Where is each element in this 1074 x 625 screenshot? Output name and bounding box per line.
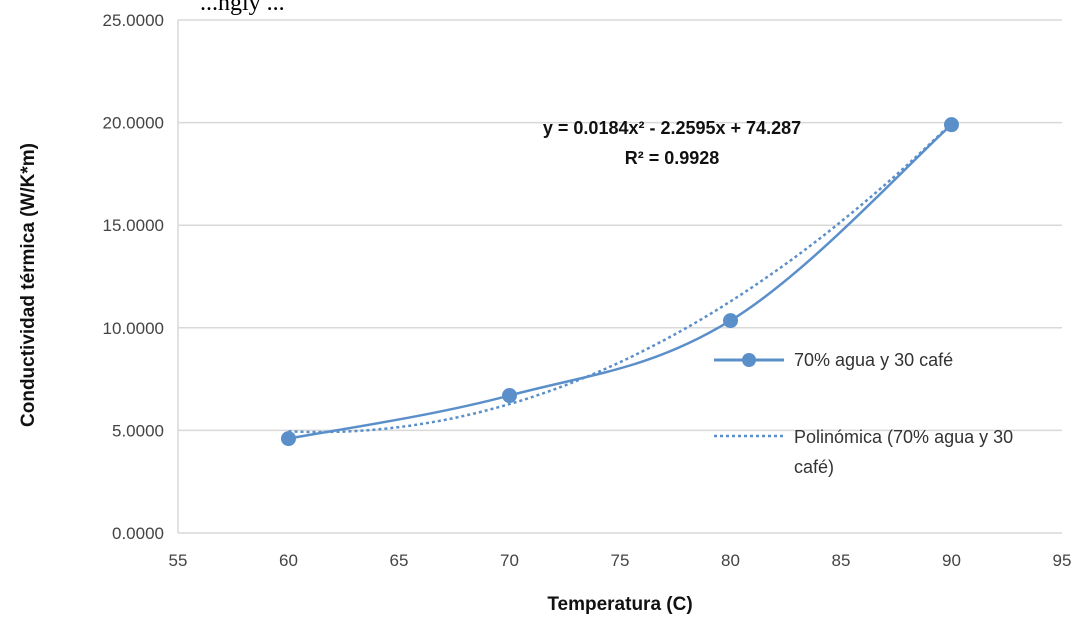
- x-tick-label: 90: [942, 551, 961, 570]
- trendline-r2: R² = 0.9928: [625, 148, 720, 168]
- y-tick-label: 25.0000: [103, 11, 164, 30]
- y-axis-title: Conductividad térmica (W/K*m): [18, 143, 39, 427]
- y-tick-label: 20.0000: [103, 114, 164, 133]
- legend-trendline-label-line1: Polinómica (70% agua y 30: [794, 427, 1013, 447]
- x-tick-label: 70: [500, 551, 519, 570]
- data-point-marker: [502, 388, 517, 404]
- x-tick-label: 65: [390, 551, 409, 570]
- x-axis-title: Temperatura (C): [547, 594, 692, 615]
- y-tick-label: 0.0000: [112, 524, 164, 543]
- x-tick-label: 85: [832, 551, 851, 570]
- trendline-equation: y = 0.0184x² - 2.2595x + 74.287: [543, 118, 801, 138]
- legend-series-marker-swatch: [742, 353, 756, 367]
- series-line: [288, 123, 953, 440]
- y-tick-label: 15.0000: [103, 216, 164, 235]
- gridlines: [177, 19, 1062, 534]
- x-tick-label: 95: [1053, 551, 1072, 570]
- y-tick-label: 5.0000: [112, 421, 164, 440]
- x-tick-labels: 55 60 65 70 75 80 85 90 95: [169, 551, 1072, 570]
- x-tick-label: 55: [169, 551, 188, 570]
- x-tick-label: 60: [279, 551, 298, 570]
- legend: 70% agua y 30 café Polinómica (70% agua …: [714, 350, 1013, 477]
- data-point-marker: [944, 117, 959, 133]
- legend-trendline-label-line2: café): [794, 457, 834, 477]
- y-tick-label: 10.0000: [103, 319, 164, 338]
- cropped-top-text: ...ngly ...: [200, 0, 285, 16]
- data-point-marker: [723, 313, 738, 329]
- series-markers: [281, 117, 959, 447]
- legend-series-label: 70% agua y 30 café: [794, 350, 953, 370]
- x-tick-label: 80: [721, 551, 740, 570]
- data-point-marker: [281, 431, 296, 447]
- x-tick-label: 75: [611, 551, 630, 570]
- polynomial-trendline: [288, 122, 953, 434]
- y-tick-labels: 0.0000 5.0000 10.0000 15.0000 20.0000 25.0000: [103, 11, 164, 543]
